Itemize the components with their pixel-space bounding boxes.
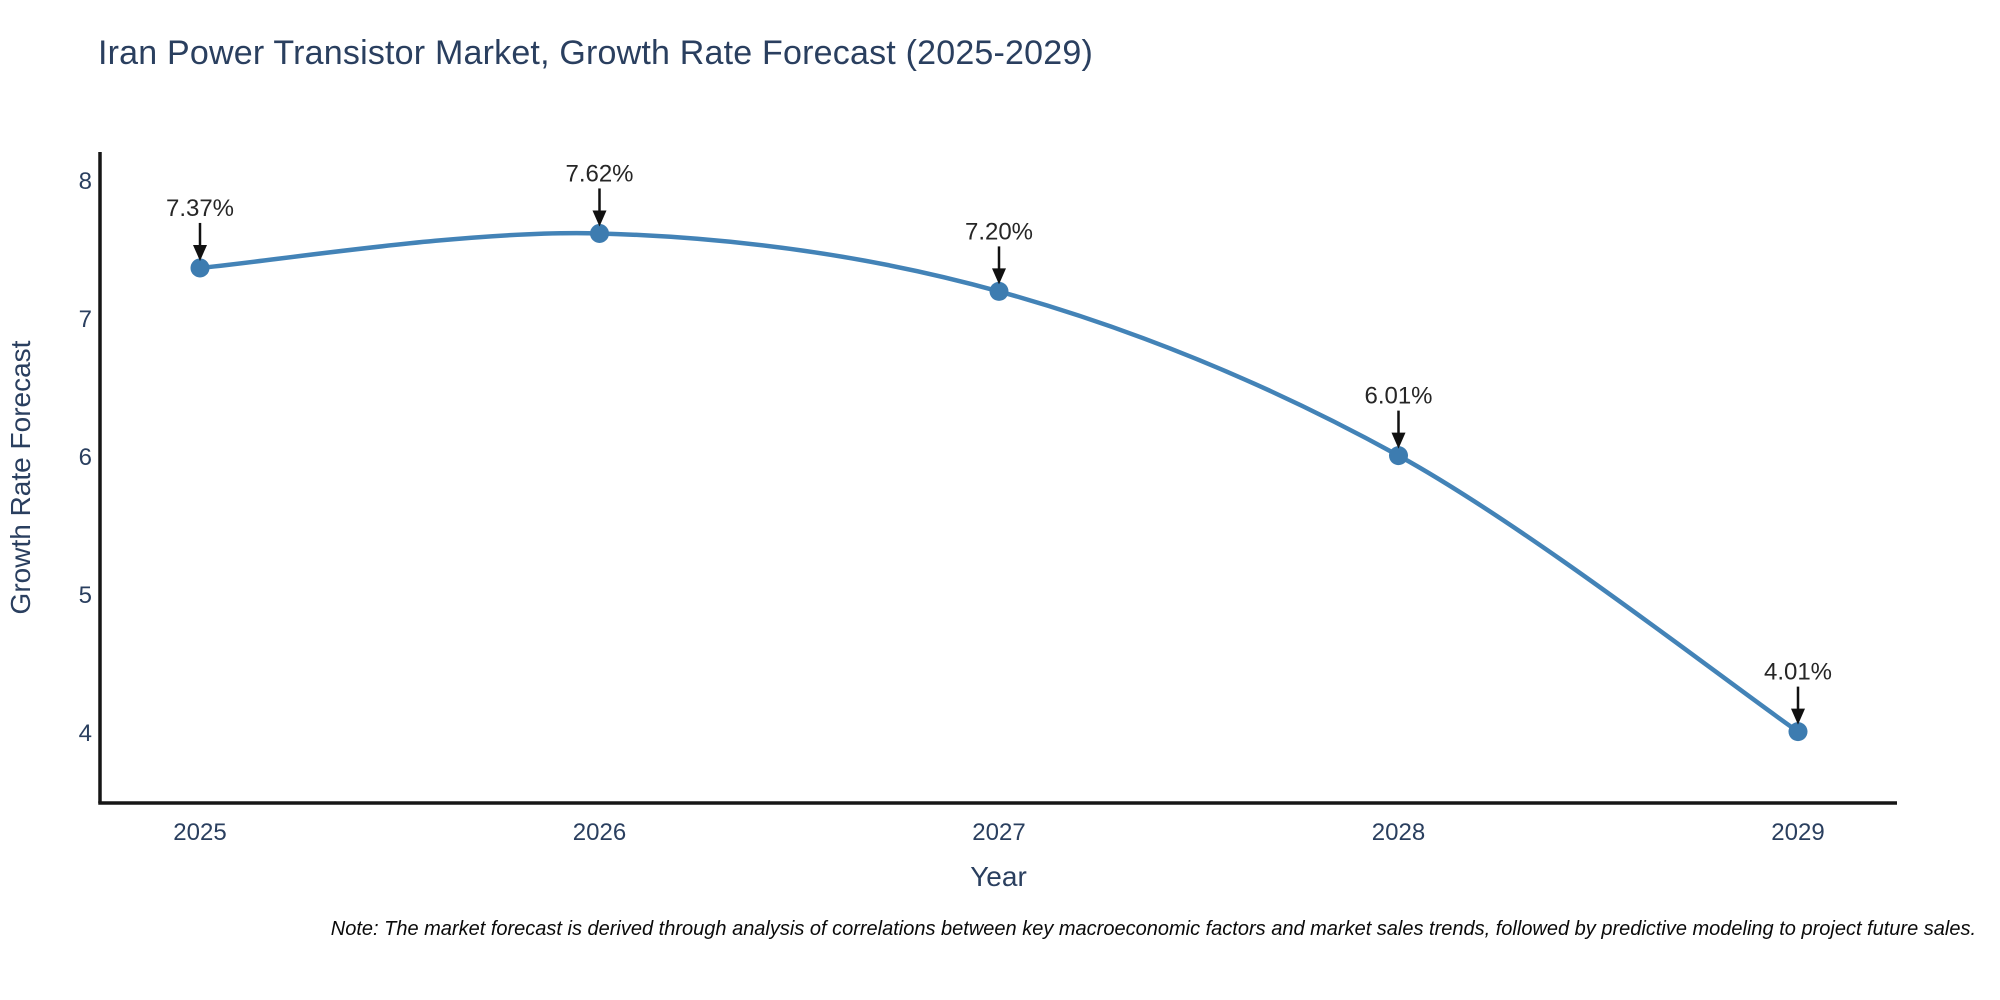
y-tick-label: 8: [79, 168, 92, 195]
point-annotation-label: 7.37%: [166, 195, 234, 222]
point-annotation-label: 6.01%: [1364, 383, 1432, 410]
annotation-arrowhead: [992, 268, 1006, 285]
data-point: [590, 223, 609, 243]
x-axis-title: Year: [970, 861, 1027, 892]
trend-line: [197, 230, 1801, 734]
y-axis-title: Growth Rate Forecast: [5, 340, 36, 614]
y-tick-label: 7: [79, 306, 92, 333]
data-point: [1389, 446, 1408, 466]
y-tick-label: 6: [79, 444, 92, 471]
chart-title: Iran Power Transistor Market, Growth Rat…: [98, 34, 1094, 72]
y-tick-label: 5: [79, 582, 92, 609]
x-tick-label: 2027: [972, 819, 1025, 846]
x-tick-label: 2029: [1771, 819, 1824, 846]
point-annotation-label: 7.62%: [565, 160, 633, 187]
x-tick-label: 2025: [173, 819, 226, 846]
annotation-arrowhead: [1391, 432, 1406, 449]
source-note: Note: The market forecast is derived thr…: [330, 918, 1976, 940]
annotation-arrowhead: [193, 244, 207, 261]
data-point: [1788, 722, 1808, 742]
data-point: [989, 281, 1009, 301]
point-annotation-label: 4.01%: [1764, 659, 1832, 686]
x-tick-label: 2026: [573, 819, 626, 846]
y-tick-label: 4: [79, 720, 92, 747]
annotation-arrowhead: [592, 210, 607, 227]
data-point: [190, 258, 210, 278]
x-tick-label: 2028: [1372, 819, 1425, 846]
annotation-arrowhead: [1791, 708, 1805, 725]
point-annotation-label: 7.20%: [965, 218, 1033, 245]
